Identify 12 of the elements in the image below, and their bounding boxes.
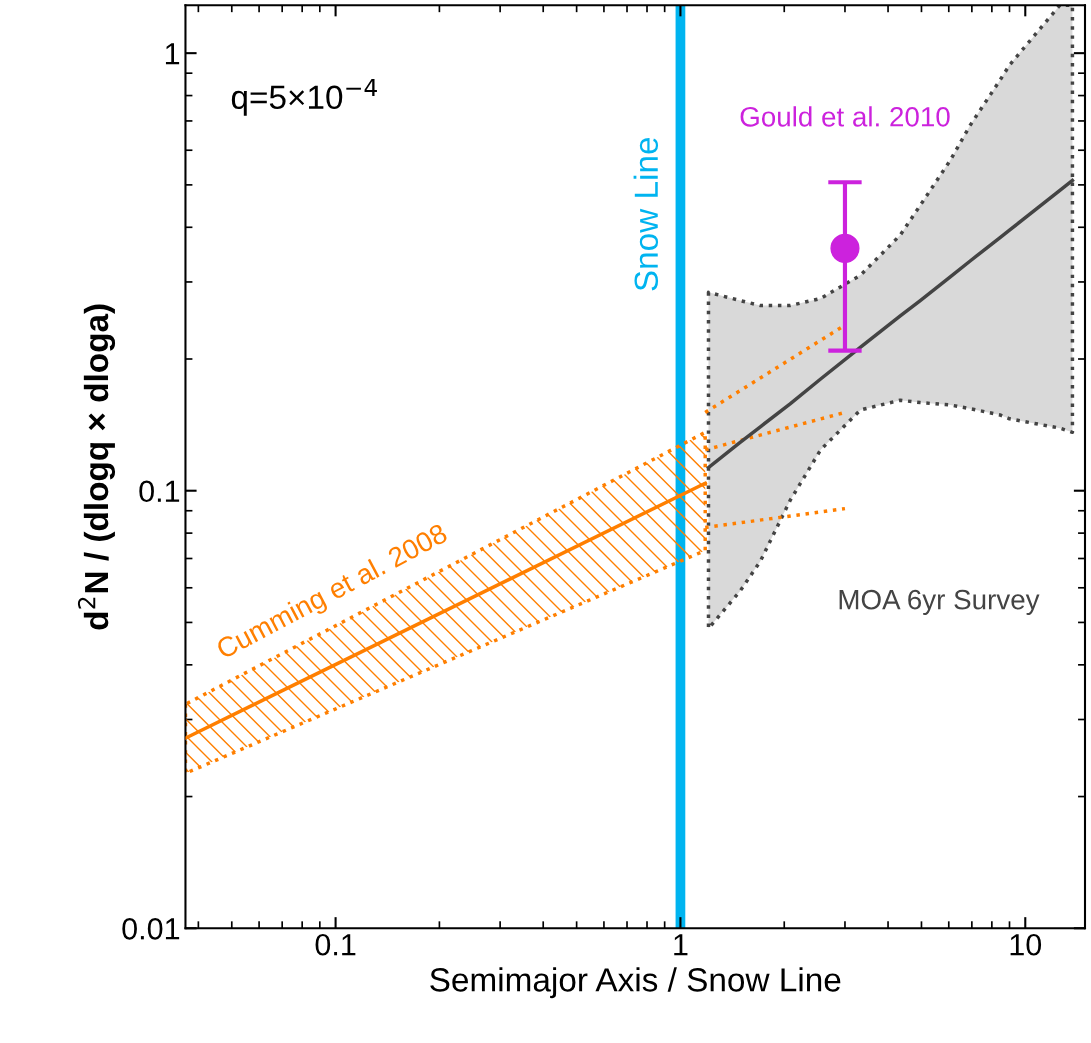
- text: Gould et al. 2010: [740, 106, 950, 127]
- ref-line-label: Snow Line: [633, 137, 659, 291]
- y-tick-label: 0.01: [122, 918, 180, 940]
- text: MOA 6yr Survey: [839, 589, 1040, 615]
- x-axis-title: Semimajor Axis / Snow Line: [430, 967, 841, 999]
- y-axis-title: d$^{2}$N / (dlogq × dloga): [77, 304, 116, 630]
- x-tick-label: 0.1: [315, 933, 356, 956]
- y-tick-label: 0.1: [139, 480, 180, 503]
- x-tick-label: 1: [674, 934, 688, 956]
- x-tick-label: 10: [1010, 933, 1042, 956]
- annotation: q=5×10$^{−4}$: [231, 79, 377, 116]
- y-tick-label: 1: [165, 43, 180, 65]
